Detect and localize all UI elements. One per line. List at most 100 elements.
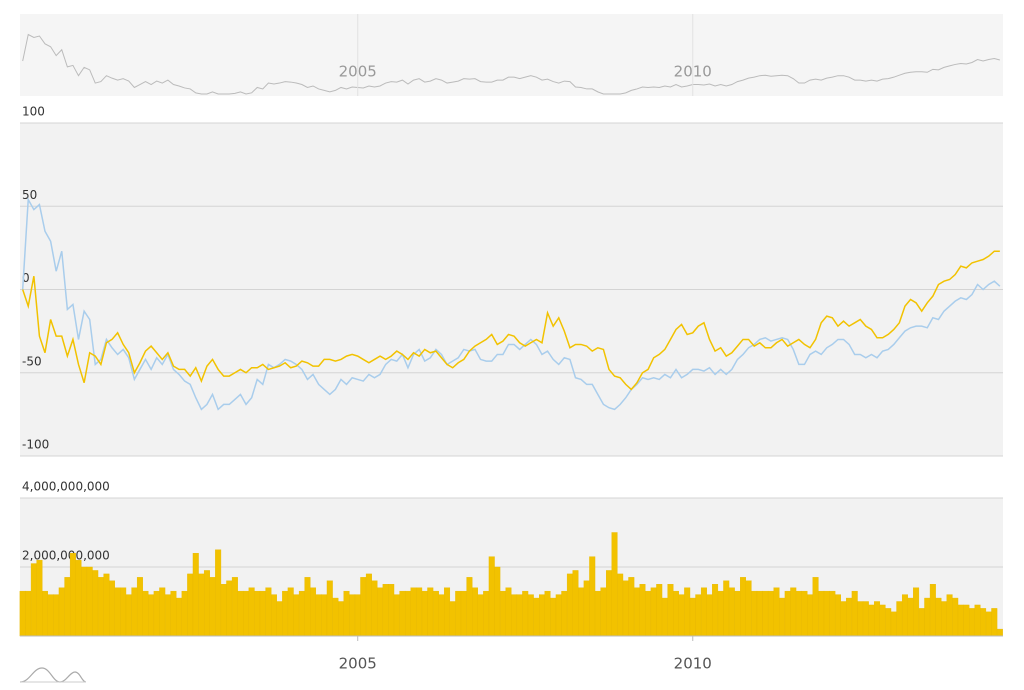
volume-bar bbox=[416, 587, 423, 637]
volume-bar bbox=[633, 587, 640, 637]
volume-bar bbox=[365, 573, 372, 637]
x-tick-label: 2005 bbox=[339, 655, 377, 673]
volume-bar bbox=[622, 580, 629, 637]
volume-bar bbox=[879, 604, 886, 637]
volume-bar bbox=[901, 594, 908, 637]
volume-bar bbox=[767, 590, 774, 637]
volume-bar bbox=[661, 597, 668, 637]
price-line bbox=[21, 197, 1001, 411]
volume-bar bbox=[114, 587, 121, 637]
volume-bar bbox=[812, 577, 819, 637]
volume-bar bbox=[226, 580, 233, 637]
volume-bar bbox=[159, 587, 166, 637]
scrollbar-x-label: 2010 bbox=[674, 63, 712, 81]
volume-bar bbox=[136, 577, 143, 637]
volume-bar bbox=[187, 573, 194, 637]
volume-bar bbox=[617, 573, 624, 637]
price-line bbox=[21, 250, 1000, 391]
volume-bar bbox=[53, 594, 60, 637]
scrollbar-background[interactable] bbox=[20, 14, 1003, 96]
volume-bar bbox=[963, 604, 970, 637]
volume-bar bbox=[36, 559, 43, 637]
volume-bar bbox=[293, 594, 300, 637]
volume-bar bbox=[449, 601, 456, 637]
volume-bar bbox=[304, 577, 311, 637]
volume-bar bbox=[360, 577, 367, 637]
volume-bar bbox=[734, 590, 741, 637]
volume-bar bbox=[874, 601, 881, 637]
volume-bar bbox=[756, 590, 763, 637]
volume-bar bbox=[494, 566, 501, 637]
volume-bar bbox=[968, 608, 975, 637]
volume-bar bbox=[745, 580, 752, 637]
y-tick-label: 0 bbox=[22, 271, 30, 285]
volume-bar bbox=[477, 594, 484, 637]
volume-bar bbox=[611, 532, 618, 637]
volume-bar bbox=[471, 587, 478, 637]
volume-bar bbox=[834, 594, 841, 637]
y-tick-label: -100 bbox=[22, 438, 49, 452]
volume-bar bbox=[700, 587, 707, 637]
amcharts-logo[interactable] bbox=[19, 667, 87, 683]
volume-bar bbox=[499, 590, 506, 637]
volume-bar bbox=[779, 597, 786, 637]
volume-bar bbox=[773, 587, 780, 637]
volume-bar bbox=[818, 590, 825, 637]
volume-bar bbox=[929, 584, 936, 637]
scrollbar-graph bbox=[22, 33, 1000, 95]
volume-bar bbox=[337, 601, 344, 637]
volume-bar bbox=[75, 559, 82, 637]
volume-bar bbox=[717, 590, 724, 637]
volume-bar bbox=[198, 573, 205, 637]
volume-bar bbox=[404, 590, 411, 637]
volume-bar bbox=[606, 570, 612, 637]
volume-bar bbox=[578, 587, 585, 637]
volume-bar bbox=[243, 590, 250, 637]
volume-bar bbox=[656, 584, 663, 637]
volume-bar bbox=[527, 594, 534, 637]
volume-bar bbox=[790, 587, 797, 637]
volume-bar bbox=[92, 570, 99, 637]
volume-bar bbox=[315, 594, 322, 637]
volume-bar bbox=[310, 587, 317, 637]
volume-bar bbox=[19, 590, 26, 637]
volume-bar bbox=[689, 597, 696, 637]
volume-bar bbox=[287, 587, 294, 637]
volume-bar bbox=[941, 601, 948, 637]
volume-bar bbox=[69, 553, 76, 637]
volume-bar bbox=[935, 597, 942, 637]
volume-bar bbox=[131, 587, 138, 637]
volume-bar bbox=[639, 584, 646, 637]
volume-bar bbox=[561, 590, 568, 637]
volume-bar bbox=[192, 553, 199, 637]
volume-bar bbox=[377, 587, 384, 637]
volume-bar bbox=[511, 594, 518, 637]
volume-bar bbox=[432, 590, 439, 637]
volume-bar bbox=[751, 590, 758, 637]
volume-bar bbox=[924, 597, 931, 637]
volume-bar bbox=[237, 590, 244, 637]
volume-bar bbox=[270, 594, 277, 637]
volume-bar bbox=[645, 590, 652, 637]
volume-bar bbox=[723, 580, 730, 637]
volume-bar bbox=[438, 594, 445, 637]
volume-bar bbox=[728, 587, 735, 637]
volume-bar bbox=[890, 611, 897, 637]
volume-bar bbox=[410, 587, 417, 637]
volume-bar bbox=[120, 587, 127, 637]
volume-bar bbox=[795, 590, 802, 637]
volume-bar bbox=[42, 590, 48, 637]
volume-bar bbox=[153, 590, 160, 637]
volume-bar bbox=[220, 584, 227, 637]
volume-bar bbox=[505, 587, 512, 637]
volume-bar bbox=[823, 590, 830, 637]
volume-bar bbox=[957, 604, 964, 637]
volume-bar bbox=[885, 608, 892, 637]
volume-bar bbox=[332, 597, 339, 637]
scrollbar-x-label: 2005 bbox=[339, 63, 377, 81]
volume-bar bbox=[30, 563, 37, 637]
volume-bar bbox=[980, 608, 987, 637]
volume-bar bbox=[483, 590, 490, 637]
volume-bar bbox=[628, 577, 635, 637]
